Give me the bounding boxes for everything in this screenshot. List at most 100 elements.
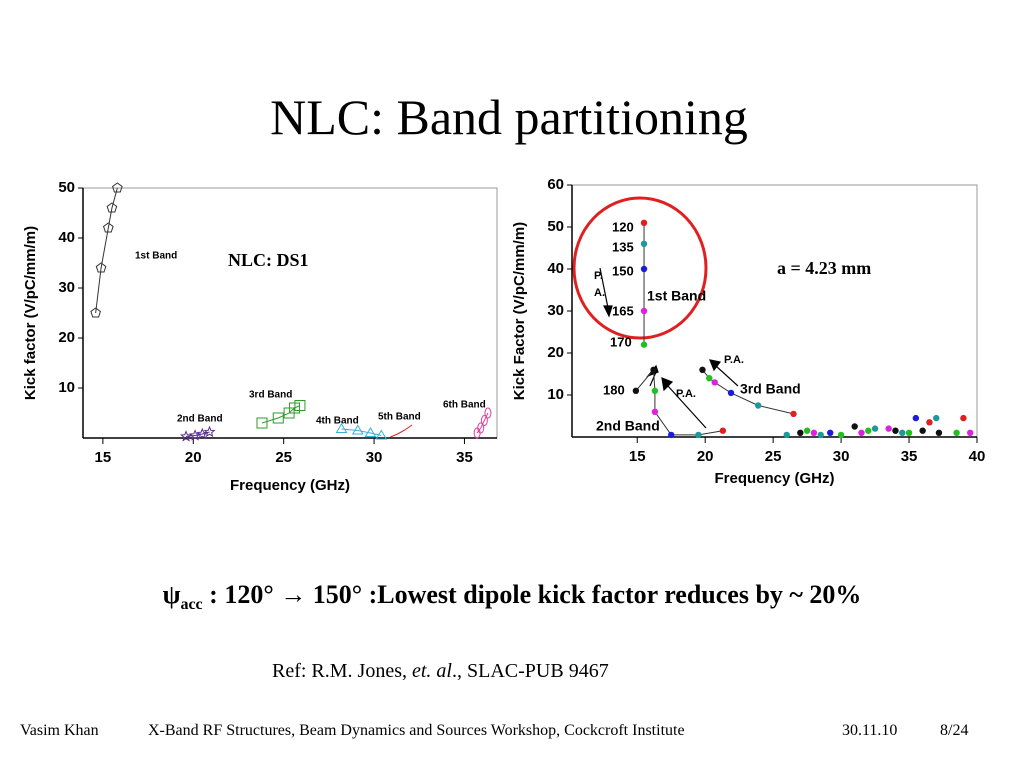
point (885, 425, 892, 432)
annotation: NLC: DS1 (228, 250, 309, 270)
marker (364, 427, 377, 437)
point (699, 366, 706, 373)
point (858, 429, 865, 436)
point (960, 414, 967, 422)
point (783, 431, 790, 439)
point (640, 219, 648, 226)
marker (375, 429, 388, 440)
x-tick-label: 35 (901, 448, 918, 465)
footer-date: 30.11.10 (842, 722, 898, 739)
caption-sub: acc (180, 596, 203, 614)
y-tick-label: 20 (58, 329, 75, 346)
annotation: 2nd Band (596, 418, 660, 434)
marker (256, 417, 268, 429)
point (711, 379, 718, 386)
marker (90, 307, 101, 318)
y-axis-label: Kick Factor (V/pC/mm/m) (511, 222, 528, 400)
annotation: 165 (612, 303, 634, 318)
marker (272, 412, 284, 424)
point (851, 423, 858, 430)
point (719, 427, 727, 434)
marker (480, 415, 488, 426)
annotation: 2nd Band (177, 414, 223, 425)
marker (95, 262, 107, 273)
marker (203, 425, 216, 438)
marker (180, 430, 193, 442)
footer-author: Vasim Khan (20, 722, 99, 739)
point (899, 429, 906, 436)
y-tick-label: 10 (58, 379, 75, 396)
annotation: 170 (610, 334, 632, 349)
point (827, 429, 834, 436)
point (790, 410, 797, 418)
series-line (341, 428, 382, 436)
x-tick-label: 40 (969, 448, 986, 465)
x-axis-label: Frequency (GHz) (230, 477, 350, 494)
annotation: P. (594, 270, 603, 282)
ref-pre: Ref: R.M. Jones, (272, 660, 412, 682)
annotation: 6th Band (443, 400, 486, 411)
marker (112, 182, 123, 193)
marker (484, 407, 492, 419)
y-tick-label: 30 (58, 279, 75, 296)
point (797, 429, 804, 436)
point (892, 427, 899, 434)
annotation: 3rd Band (249, 390, 292, 401)
point (640, 240, 648, 247)
point (651, 387, 659, 394)
highlight-circle (572, 196, 708, 340)
point (651, 408, 659, 415)
charts: 15 20 25 30 35 10 20 30 40 50 Frequency (GHz) Kick … (22, 176, 986, 494)
annotation: P.A. (724, 354, 744, 366)
x-axis-label: Frequency (GHz) (714, 470, 834, 487)
y-tick-label: 60 (547, 176, 564, 193)
point (905, 429, 913, 436)
point (695, 431, 702, 439)
point (668, 431, 675, 439)
x-tick-label: 25 (275, 449, 292, 466)
annotation: 5th Band (378, 412, 421, 423)
point (640, 307, 648, 315)
marker (477, 422, 485, 434)
series-line (95, 187, 118, 314)
arrows (599, 267, 739, 429)
annotation: A. (594, 287, 605, 299)
annotation: 150 (612, 263, 634, 278)
x-tick-label: 25 (765, 448, 782, 465)
x-tick-label: 35 (456, 449, 473, 466)
point (926, 419, 933, 426)
annotation: 1st Band (135, 251, 177, 262)
y-axis-label: Kick factor (V/pC/mm/m) (22, 226, 39, 400)
point (803, 427, 811, 434)
annotation: 135 (612, 239, 634, 254)
point (919, 427, 926, 434)
marker (196, 427, 209, 440)
annotation: P.A. (676, 388, 696, 400)
x-tick-label: 30 (366, 449, 383, 466)
annotation: a = 4.23 mm (777, 258, 871, 278)
point (871, 425, 879, 432)
annotation: 180 (603, 382, 625, 397)
ref-italic: et. al (412, 660, 452, 682)
footer-page: 8/24 (940, 722, 969, 739)
point (967, 429, 974, 436)
marker (102, 222, 114, 233)
y-tick-label: 10 (547, 386, 564, 403)
point (953, 429, 960, 436)
point (706, 375, 713, 382)
caption: ψacc : 120° → 150° :Lowest dipole kick f… (0, 580, 1024, 614)
ref-post: ., SLAC-PUB 9467 (452, 660, 609, 682)
point (865, 427, 872, 434)
point (640, 265, 648, 273)
caption-text: : 120° → 150° :Lowest dipole kick factor… (202, 580, 862, 609)
point (650, 366, 657, 373)
annotation: 120 (612, 219, 634, 234)
footer-event: X-Band RF Structures, Beam Dynamics and … (148, 722, 685, 739)
reference: Ref: R.M. Jones, et. al., SLAC-PUB 9467 (272, 660, 609, 683)
slide-title: NLC: Band partitioning (270, 89, 748, 145)
marker (294, 400, 306, 411)
point (632, 387, 640, 394)
x-tick-label: 15 (95, 449, 112, 466)
y-tick-label: 30 (547, 302, 564, 319)
